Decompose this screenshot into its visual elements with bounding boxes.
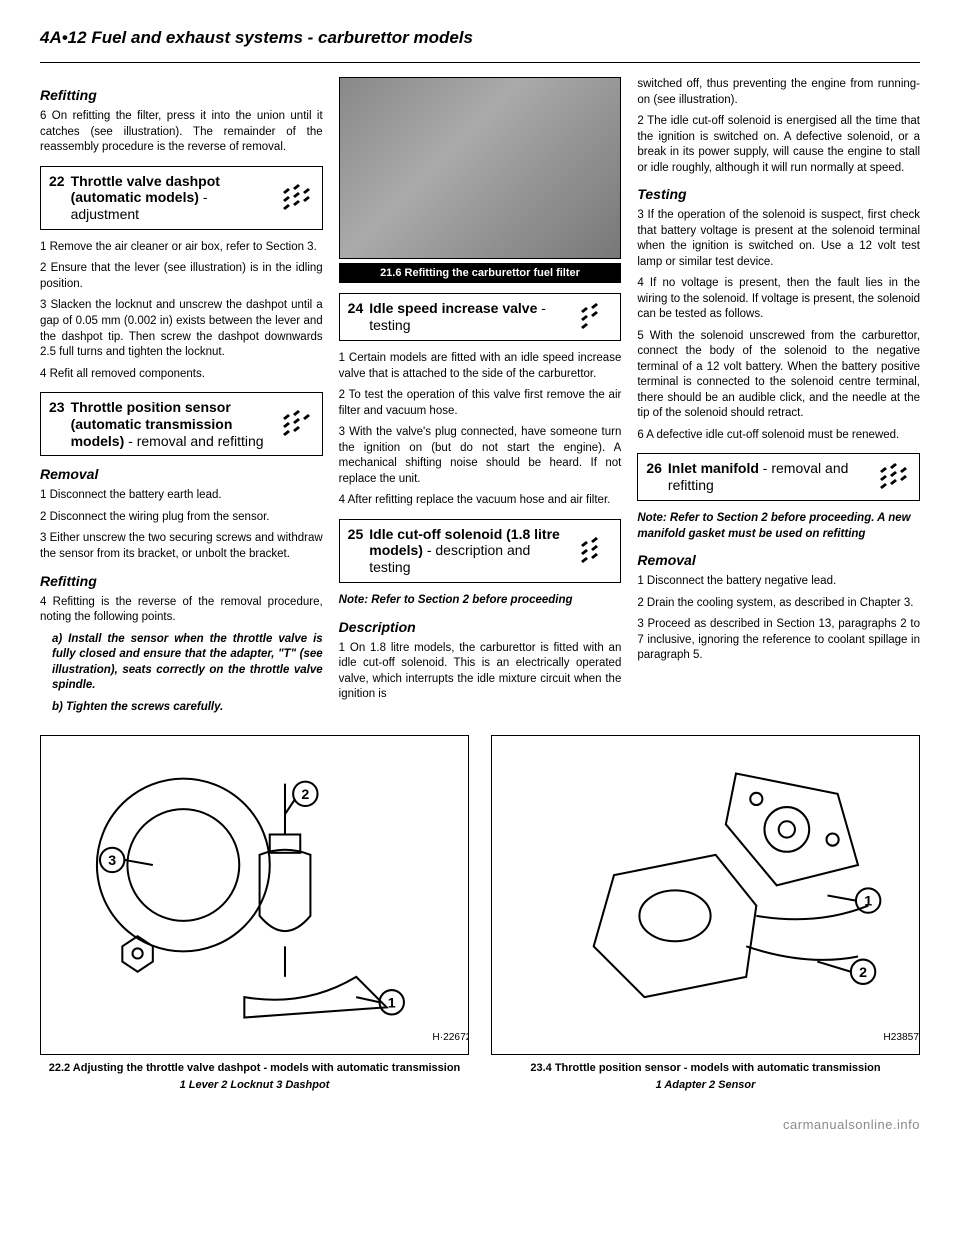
s23-rf2: a) Install the sensor when the throttle …	[52, 632, 323, 694]
svg-text:1: 1	[388, 995, 396, 1011]
s24-p3: 3 With the valve's plug connected, have …	[339, 425, 622, 487]
section-23-title: Throttle position sensor (automatic tran…	[71, 399, 274, 449]
s22-p1: 1 Remove the air cleaner or air box, ref…	[40, 240, 323, 256]
photo-21-6-caption: 21.6 Refitting the carburettor fuel filt…	[339, 263, 622, 283]
svg-text:1: 1	[864, 893, 872, 909]
difficulty-icon	[280, 181, 314, 215]
main-columns: Refitting 6 On refitting the filter, pre…	[40, 77, 920, 721]
s26-r2: 2 Drain the cooling system, as described…	[637, 596, 920, 612]
section-24-num: 24	[348, 300, 364, 316]
s25-cont1: switched off, thus preventing the engine…	[637, 77, 920, 108]
photo-21-6	[340, 78, 621, 258]
s24-p1: 1 Certain models are fitted with an idle…	[339, 351, 622, 382]
column-2: 21.6 Refitting the carburettor fuel filt…	[339, 77, 622, 721]
diagram-2-caption: 23.4 Throttle position sensor - models w…	[491, 1061, 920, 1075]
photo-21-6-box	[339, 77, 622, 259]
difficulty-icon	[578, 534, 612, 568]
section-24-title: Idle speed increase valve - testing	[369, 300, 572, 334]
section-26-title: Inlet manifold - removal and refitting	[668, 460, 871, 494]
section-25-title: Idle cut-off solenoid (1.8 litre models)…	[369, 526, 572, 576]
section-24-title-text: Idle speed increase valve	[369, 300, 537, 316]
page-footer: carmanualsonline.info	[40, 1117, 920, 1132]
s26-r3: 3 Proceed as described in Section 13, pa…	[637, 617, 920, 664]
s26-r1: 1 Disconnect the battery negative lead.	[637, 574, 920, 590]
section-23-num: 23	[49, 399, 65, 415]
section-22-num: 22	[49, 173, 65, 189]
refitting2-heading: Refitting	[40, 573, 323, 589]
s22-p3: 3 Slacken the locknut and unscrew the da…	[40, 298, 323, 360]
s25-cont2: 2 The idle cut-off solenoid is energised…	[637, 114, 920, 176]
column-1: Refitting 6 On refitting the filter, pre…	[40, 77, 323, 721]
s25-note: Note: Refer to Section 2 before proceedi…	[339, 593, 622, 609]
testing-heading: Testing	[637, 186, 920, 202]
section-26-box: 26 Inlet manifold - removal and refittin…	[637, 453, 920, 501]
s22-p4: 4 Refit all removed components.	[40, 367, 323, 383]
diagram-2-legend: 1 Adapter 2 Sensor	[491, 1079, 920, 1091]
removal2-heading: Removal	[637, 552, 920, 568]
section-25-box: 25 Idle cut-off solenoid (1.8 litre mode…	[339, 519, 622, 583]
s25-t3: 5 With the solenoid unscrewed from the c…	[637, 329, 920, 422]
section-26-title-text: Inlet manifold	[668, 460, 759, 476]
s24-p2: 2 To test the operation of this valve fi…	[339, 388, 622, 419]
difficulty-icon	[280, 407, 314, 441]
diagram-23-4: 1 2 H23857	[491, 735, 920, 1055]
s23-r2: 2 Disconnect the wiring plug from the se…	[40, 510, 323, 526]
s25-d1: 1 On 1.8 litre models, the carburettor i…	[339, 641, 622, 703]
s22-p2: 2 Ensure that the lever (see illustratio…	[40, 261, 323, 292]
header-rule	[40, 62, 920, 63]
s25-t1: 3 If the operation of the solenoid is su…	[637, 208, 920, 270]
s23-r1: 1 Disconnect the battery earth lead.	[40, 488, 323, 504]
s23-rf3: b) Tighten the screws carefully.	[52, 700, 323, 716]
section-22-box: 22 Throttle valve dashpot (automatic mod…	[40, 166, 323, 230]
section-24-box: 24 Idle speed increase valve - testing	[339, 293, 622, 341]
column-3: switched off, thus preventing the engine…	[637, 77, 920, 721]
diagram-1-legend: 1 Lever 2 Locknut 3 Dashpot	[40, 1079, 469, 1091]
s25-t4: 6 A defective idle cut-off solenoid must…	[637, 428, 920, 444]
section-23-box: 23 Throttle position sensor (automatic t…	[40, 392, 323, 456]
s24-p4: 4 After refitting replace the vacuum hos…	[339, 493, 622, 509]
svg-text:3: 3	[108, 853, 116, 869]
section-22-title-text: Throttle valve dashpot (automatic models…	[71, 173, 220, 206]
diagram-2-col: 1 2 H23857 23.4 Throttle position sensor…	[491, 735, 920, 1091]
s25-t2: 4 If no voltage is present, then the fau…	[637, 276, 920, 323]
section-22-title: Throttle valve dashpot (automatic models…	[71, 173, 274, 223]
svg-text:2: 2	[301, 787, 309, 803]
diagram-1-ref: H·22672	[432, 1031, 468, 1042]
refitting-heading: Refitting	[40, 87, 323, 103]
diagram-1-col: 2 3 1 H·22672 22.2 Adjusting the throttl…	[40, 735, 469, 1091]
s23-rf1: 4 Refitting is the reverse of the remova…	[40, 595, 323, 626]
diagram-2-ref: H23857	[883, 1031, 919, 1042]
diagram-1-caption: 22.2 Adjusting the throttle valve dashpo…	[40, 1061, 469, 1075]
diagram-row: 2 3 1 H·22672 22.2 Adjusting the throttl…	[40, 735, 920, 1091]
page-header: 4A•12 Fuel and exhaust systems - carbure…	[40, 28, 920, 48]
diagram-22-2: 2 3 1 H·22672	[40, 735, 469, 1055]
svg-text:2: 2	[859, 964, 867, 980]
difficulty-icon	[877, 460, 911, 494]
section-25-num: 25	[348, 526, 364, 542]
description-heading: Description	[339, 619, 622, 635]
s23-r3: 3 Either unscrew the two securing screws…	[40, 531, 323, 562]
s26-note: Note: Refer to Section 2 before proceedi…	[637, 511, 920, 542]
refitting-para: 6 On refitting the filter, press it into…	[40, 109, 323, 156]
removal-heading: Removal	[40, 466, 323, 482]
section-26-num: 26	[646, 460, 662, 476]
difficulty-icon	[578, 300, 612, 334]
section-23-sub: - removal and refitting	[124, 433, 263, 449]
